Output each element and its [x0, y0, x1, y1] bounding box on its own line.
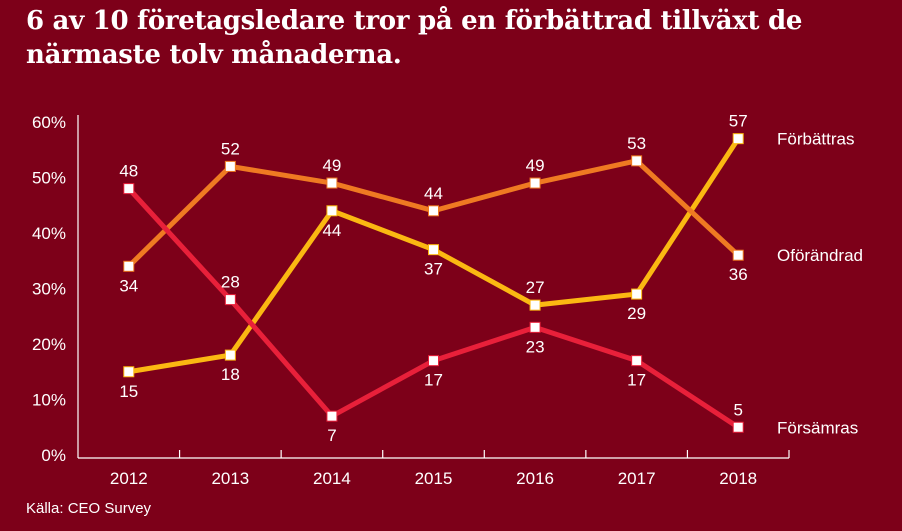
- data-label: 57: [729, 112, 748, 131]
- x-tick-label: 2017: [618, 469, 656, 488]
- data-label: 29: [627, 304, 646, 323]
- data-label: 49: [526, 156, 545, 175]
- data-marker: [732, 133, 744, 145]
- data-label: 48: [119, 162, 138, 181]
- data-marker: [326, 177, 338, 189]
- data-label: 23: [526, 337, 545, 356]
- y-tick-label: 30%: [32, 280, 66, 299]
- y-tick-label: 40%: [32, 224, 66, 243]
- data-label: 17: [627, 371, 646, 390]
- data-marker: [326, 205, 338, 217]
- data-label: 5: [733, 400, 742, 419]
- legend-label-försämras: Försämras: [777, 418, 858, 437]
- y-tick-label: 60%: [32, 113, 66, 132]
- data-marker: [529, 177, 541, 189]
- x-tick-label: 2012: [110, 469, 148, 488]
- x-tick-label: 2013: [211, 469, 249, 488]
- data-label: 36: [729, 265, 748, 284]
- y-tick-label: 0%: [41, 446, 66, 465]
- chart-title: 6 av 10 företagsledare tror på en förbät…: [26, 6, 803, 70]
- legend-label-oförändrad: Oförändrad: [777, 246, 863, 265]
- data-marker: [224, 294, 236, 306]
- data-marker: [428, 244, 439, 256]
- series-line-försämras: [126, 186, 740, 430]
- data-marker: [224, 160, 236, 172]
- data-label: 44: [322, 221, 341, 240]
- x-tick-label: 2018: [719, 469, 757, 488]
- data-label: 27: [526, 278, 545, 297]
- data-label: 28: [221, 273, 240, 292]
- data-label: 7: [327, 426, 336, 445]
- data-label: 34: [119, 276, 138, 295]
- data-label: 49: [322, 156, 341, 175]
- data-label: 52: [221, 139, 240, 158]
- x-tick-label: 2014: [313, 469, 351, 488]
- data-label: 15: [119, 382, 138, 401]
- data-marker: [631, 155, 643, 167]
- data-marker: [529, 299, 541, 311]
- y-tick-label: 50%: [32, 169, 66, 188]
- data-marker: [123, 366, 135, 378]
- data-marker: [326, 410, 338, 422]
- y-tick-label: 20%: [32, 335, 66, 354]
- y-tick-label: 10%: [32, 391, 66, 410]
- data-label: 37: [424, 260, 443, 279]
- data-marker: [631, 355, 643, 367]
- data-marker: [428, 205, 439, 217]
- data-label: 17: [424, 371, 443, 390]
- x-tick-label: 2015: [415, 469, 453, 488]
- data-marker: [529, 321, 541, 333]
- data-marker: [123, 183, 135, 195]
- data-label: 44: [424, 184, 443, 203]
- data-marker: [224, 349, 236, 361]
- data-marker: [428, 355, 439, 367]
- data-marker: [631, 288, 643, 300]
- data-label: 53: [627, 134, 646, 153]
- data-marker: [732, 249, 744, 261]
- data-marker: [732, 421, 744, 433]
- data-label: 18: [221, 365, 240, 384]
- data-marker: [123, 260, 135, 272]
- x-tick-label: 2016: [516, 469, 554, 488]
- source-note: Källa: CEO Survey: [26, 500, 152, 517]
- legend-label-förbättras: Förbättras: [777, 130, 854, 149]
